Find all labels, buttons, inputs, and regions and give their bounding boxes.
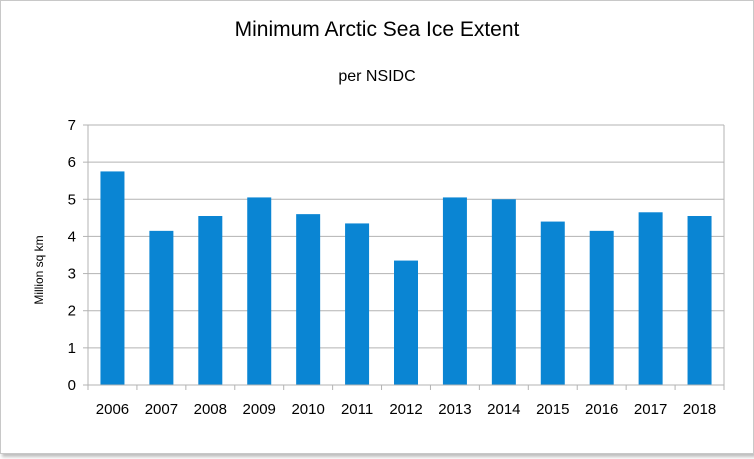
y-tick-label-3: 3 (68, 266, 76, 283)
bar-2007 (149, 230, 174, 385)
bar-2010 (296, 214, 321, 385)
x-tick-label-2007: 2007 (145, 401, 178, 418)
bar-2006 (100, 171, 125, 385)
y-tick-label-7: 7 (68, 117, 76, 134)
bar-2018 (687, 216, 712, 385)
x-tick-label-2010: 2010 (291, 401, 324, 418)
x-tick-label-2016: 2016 (585, 401, 618, 418)
x-tick-label-2009: 2009 (243, 401, 276, 418)
bar-2014 (491, 199, 516, 385)
x-tick-labels: 2006 2007 2008 2009 2010 2011 2012 2013 2014 2015… (96, 401, 716, 418)
x-tick-label-2013: 2013 (438, 401, 471, 418)
bar-2015 (540, 221, 565, 385)
bars (100, 171, 712, 385)
y-tick-label-0: 0 (68, 377, 76, 394)
bar-2016 (589, 230, 614, 385)
bar-2011 (345, 223, 370, 385)
chart-subtitle: per NSIDC (338, 68, 416, 85)
y-tick-label-6: 6 (68, 154, 76, 171)
bar-2009 (247, 197, 272, 385)
y-tick-labels: 0 1 2 3 4 5 6 7 (68, 117, 76, 394)
y-tick-label-4: 4 (68, 228, 76, 245)
y-tick-label-5: 5 (68, 191, 76, 208)
bar-2013 (442, 197, 467, 385)
x-tick-label-2006: 2006 (96, 401, 129, 418)
axes (83, 124, 725, 390)
x-tick-label-2014: 2014 (487, 401, 520, 418)
x-tick-label-2017: 2017 (634, 401, 667, 418)
x-tick-label-2015: 2015 (536, 401, 569, 418)
x-tick-label-2008: 2008 (194, 401, 227, 418)
x-tick-label-2011: 2011 (341, 401, 373, 418)
bar-2008 (198, 216, 223, 385)
bar-2017 (638, 212, 663, 385)
bar-2012 (394, 260, 418, 385)
chart-title: Minimum Arctic Sea Ice Extent (234, 18, 520, 41)
x-tick-label-2018: 2018 (683, 401, 716, 418)
x-tick-label-2012: 2012 (389, 401, 422, 418)
y-tick-label-2: 2 (68, 303, 76, 320)
y-tick-label-1: 1 (68, 340, 76, 357)
